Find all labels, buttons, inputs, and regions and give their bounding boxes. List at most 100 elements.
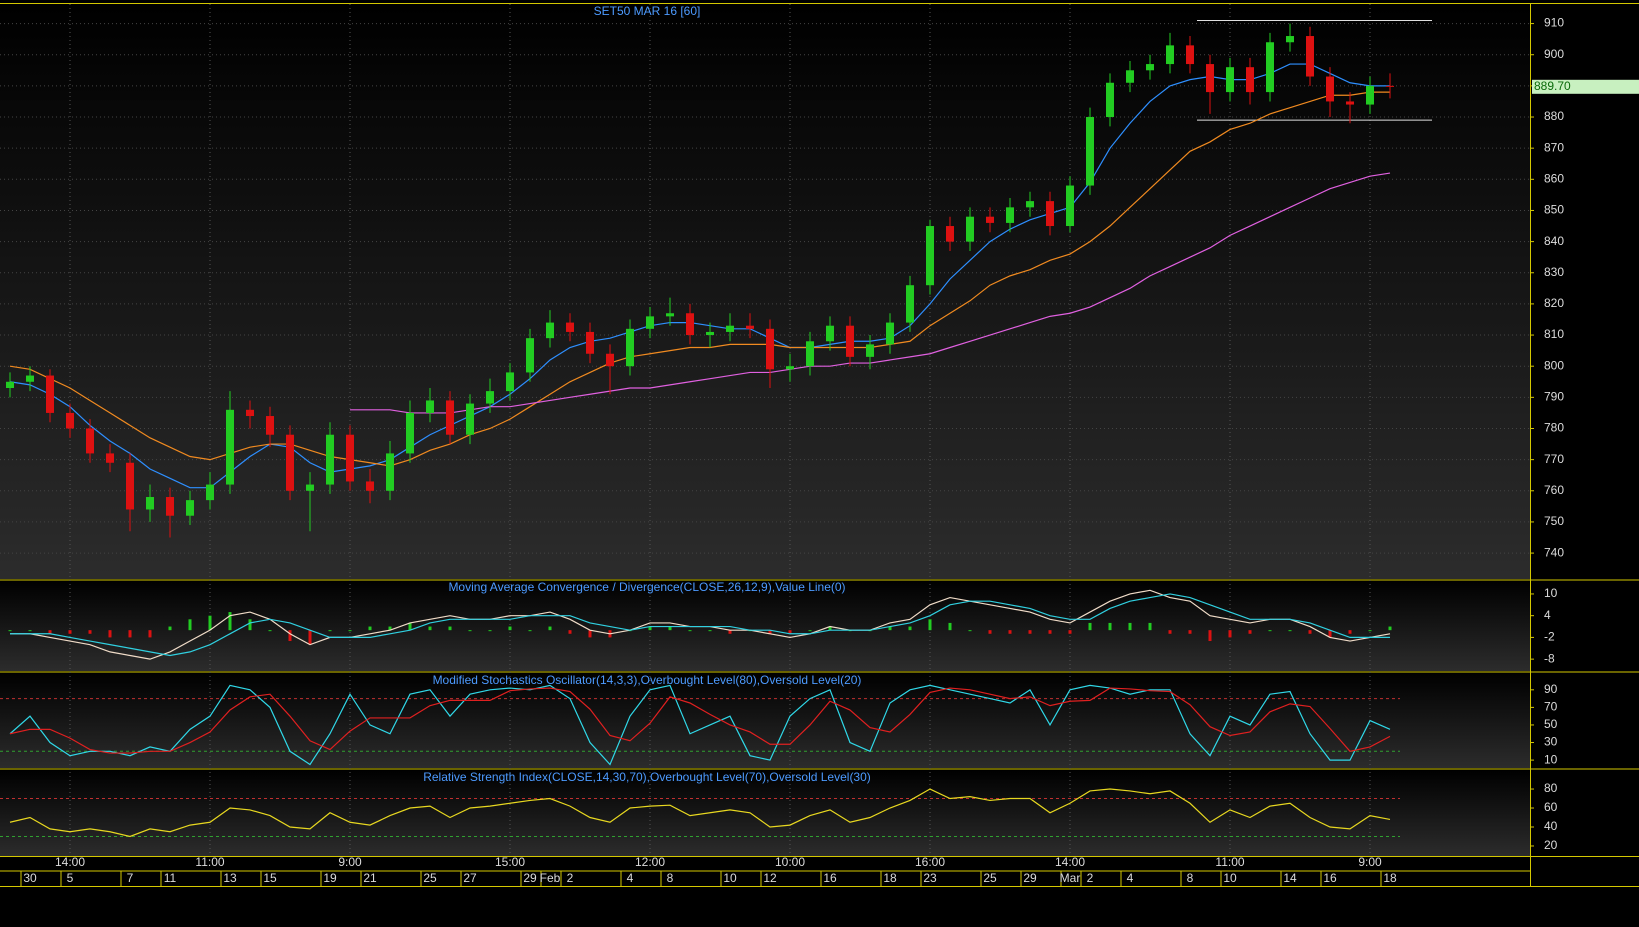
- y-tick-label: 800: [1544, 358, 1564, 372]
- histogram-bar: [8, 630, 12, 632]
- histogram-bar: [288, 630, 292, 642]
- histogram-bar: [1388, 626, 1392, 631]
- pane-title: Relative Strength Index(CLOSE,14,30,70),…: [423, 770, 871, 784]
- macd-pane: [0, 581, 1530, 671]
- histogram-bar: [268, 630, 272, 632]
- x-date-label: 2: [1087, 871, 1094, 885]
- x-date-label: 27: [463, 871, 477, 885]
- x-date-label: 29: [1023, 871, 1037, 885]
- y-tick-label: 910: [1544, 16, 1564, 30]
- x-time-label: 9:00: [338, 855, 362, 869]
- x-time-label: 9:00: [1358, 855, 1382, 869]
- histogram-bar: [888, 626, 892, 631]
- histogram-bar: [308, 630, 312, 645]
- histogram-bar: [968, 630, 972, 632]
- candle-body: [1386, 85, 1394, 87]
- candle-body: [1126, 70, 1134, 83]
- candle-body: [326, 434, 334, 485]
- histogram-bar: [1228, 630, 1232, 638]
- x-date-label: 14: [1283, 871, 1297, 885]
- candle-body: [146, 497, 154, 510]
- candle-body: [666, 313, 674, 317]
- candle-body: [1366, 85, 1374, 105]
- histogram-bar: [1348, 630, 1352, 634]
- candle-body: [566, 322, 574, 332]
- x-time-label: 10:00: [775, 855, 805, 869]
- histogram-bar: [228, 612, 232, 631]
- candle-body: [986, 216, 994, 223]
- candle-body: [646, 316, 654, 329]
- histogram-bar: [688, 630, 692, 632]
- histogram-bar: [548, 626, 552, 631]
- histogram-bar: [128, 630, 132, 638]
- x-date-label: 19: [323, 871, 337, 885]
- candle-body: [286, 434, 294, 491]
- histogram-bar: [448, 626, 452, 631]
- main-pane: [0, 4, 1530, 579]
- x-time-label: 11:00: [1215, 855, 1244, 869]
- indicator-line: [9, 91, 1390, 467]
- x-date-label: 12: [763, 871, 777, 885]
- histogram-bar: [368, 626, 372, 631]
- candle-body: [166, 497, 174, 516]
- x-date-label: 30: [23, 871, 37, 885]
- histogram-bar: [208, 615, 212, 631]
- candle-body: [346, 434, 354, 482]
- candle-body: [766, 328, 774, 370]
- y-tick-label: 810: [1544, 327, 1564, 341]
- x-time-label: 11:00: [195, 855, 224, 869]
- y-tick-label: -8: [1544, 651, 1555, 665]
- candle-body: [726, 325, 734, 332]
- y-tick-label: 10: [1544, 752, 1558, 766]
- histogram-bar: [328, 630, 332, 632]
- histogram-bar: [168, 626, 172, 631]
- x-time-label: 12:00: [635, 855, 665, 869]
- histogram-bar: [1068, 630, 1072, 634]
- histogram-bar: [708, 630, 712, 632]
- histogram-bar: [428, 626, 432, 631]
- y-tick-label: 40: [1544, 819, 1558, 833]
- histogram-bar: [88, 630, 92, 634]
- histogram-bar: [1088, 622, 1092, 631]
- histogram-bar: [668, 626, 672, 631]
- candle-body: [486, 391, 494, 404]
- x-date-label: 18: [1383, 871, 1397, 885]
- histogram-bar: [1168, 630, 1172, 634]
- candle-body: [226, 409, 234, 485]
- x-date-label: 11: [164, 871, 177, 885]
- candle-body: [1286, 36, 1294, 43]
- x-date-label: 16: [1323, 871, 1337, 885]
- histogram-bar: [948, 622, 952, 631]
- histogram-bar: [248, 619, 252, 631]
- y-tick-label: 20: [1544, 838, 1558, 852]
- x-date-label: 10: [1223, 871, 1237, 885]
- candle-body: [606, 353, 614, 367]
- candle-body: [406, 412, 414, 454]
- x-date-label: 4: [627, 871, 634, 885]
- histogram-bar: [468, 630, 472, 632]
- candle-body: [946, 226, 954, 242]
- candle-body: [1106, 82, 1114, 118]
- y-tick-label: 770: [1544, 452, 1564, 466]
- y-tick-label: 70: [1544, 700, 1558, 714]
- x-time-label: 14:00: [55, 855, 85, 869]
- histogram-bar: [28, 630, 32, 632]
- x-date-label: 2: [567, 871, 574, 885]
- candle-body: [1186, 45, 1194, 65]
- x-date-label: Mar: [1060, 871, 1081, 885]
- histogram-bar: [388, 626, 392, 631]
- candle-body: [1306, 36, 1314, 77]
- histogram-bar: [68, 630, 72, 634]
- y-tick-label: 80: [1544, 781, 1558, 795]
- candle-body: [506, 372, 514, 392]
- pane-title: Modified Stochastics Oscillator(14,3,3),…: [433, 673, 862, 687]
- x-date-label: 21: [363, 871, 377, 885]
- stoch-pane: [0, 673, 1530, 768]
- candle-body: [1166, 45, 1174, 65]
- y-tick-label: 860: [1544, 171, 1564, 185]
- histogram-bar: [188, 619, 192, 631]
- histogram-bar: [808, 630, 812, 632]
- candle-body: [826, 325, 834, 342]
